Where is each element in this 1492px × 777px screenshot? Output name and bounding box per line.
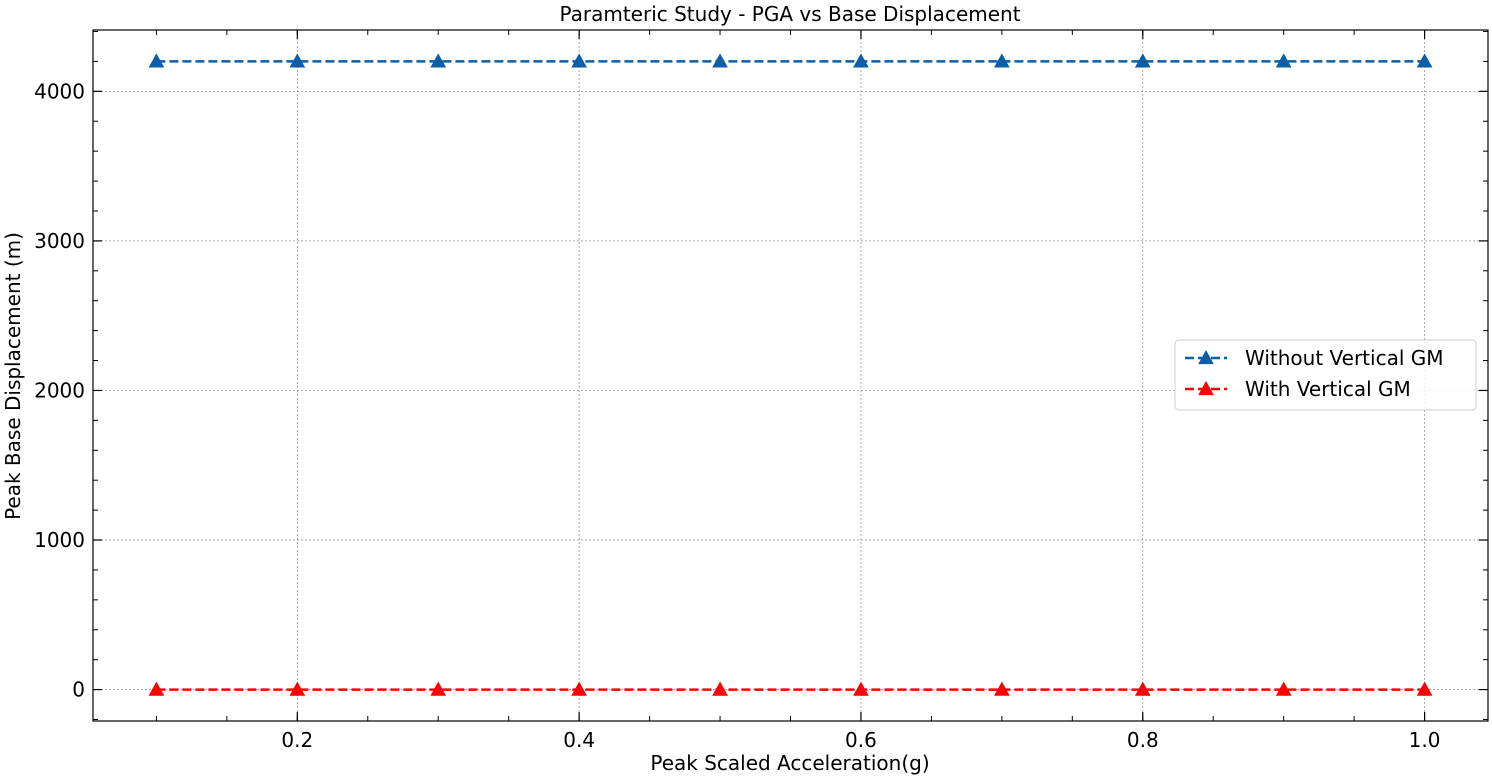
y-tick-label: 4000	[34, 79, 85, 103]
legend-item: With Vertical GM	[1185, 377, 1411, 401]
data-point	[1134, 681, 1151, 696]
ticks	[93, 30, 1488, 721]
series-layer	[148, 53, 1433, 696]
data-point	[289, 53, 306, 68]
chart-title: Paramteric Study - PGA vs Base Displacem…	[559, 2, 1020, 26]
data-point	[994, 681, 1010, 696]
legend-marker	[1198, 349, 1214, 365]
legend-box	[1174, 339, 1477, 411]
data-point	[853, 53, 869, 68]
y-tick-label: 3000	[34, 229, 85, 253]
y-tick-label: 0	[72, 678, 85, 702]
x-tick-label: 0.2	[281, 728, 313, 752]
series-0	[148, 53, 1433, 68]
data-point	[289, 681, 306, 696]
x-tick-label: 0.6	[845, 728, 877, 752]
data-point	[571, 53, 587, 68]
data-point	[1275, 681, 1292, 696]
data-point	[712, 681, 728, 696]
x-axis-label: Peak Scaled Acceleration(g)	[650, 751, 929, 775]
y-tick-labels: 0 1000 2000 3000 4000	[34, 79, 85, 701]
legend-label: With Vertical GM	[1245, 377, 1411, 401]
legend-marker	[1198, 380, 1214, 396]
x-tick-label: 1.0	[1409, 728, 1441, 752]
data-point	[430, 53, 447, 68]
data-point	[148, 681, 165, 696]
legend-label: Without Vertical GM	[1245, 346, 1444, 370]
data-point	[148, 53, 165, 68]
series-1	[148, 681, 1433, 696]
x-tick-label: 0.4	[563, 728, 595, 752]
data-point	[430, 681, 447, 696]
data-point	[1134, 53, 1151, 68]
y-tick-label: 2000	[34, 378, 85, 402]
data-point	[1275, 53, 1292, 68]
y-tick-label: 1000	[34, 528, 85, 552]
data-point	[712, 53, 728, 68]
data-point	[1416, 53, 1433, 68]
data-point	[571, 681, 587, 696]
y-axis-label: Peak Base Displacement (m)	[1, 232, 25, 520]
data-point	[994, 53, 1010, 68]
legend: Without Vertical GM With Vertical GM	[1174, 339, 1477, 411]
x-tick-labels: 0.2 0.4 0.6 0.8 1.0	[281, 728, 1440, 752]
data-point	[1416, 681, 1433, 696]
x-tick-label: 0.8	[1127, 728, 1159, 752]
legend-item: Without Vertical GM	[1185, 346, 1444, 370]
data-point	[853, 681, 869, 696]
